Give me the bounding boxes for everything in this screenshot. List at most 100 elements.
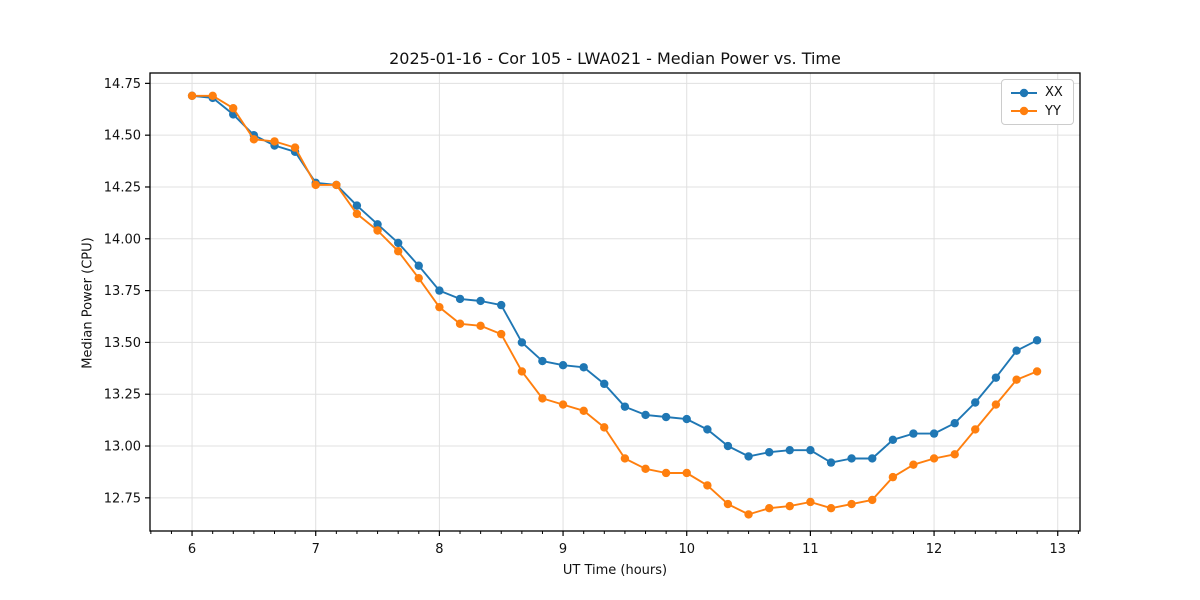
data-point-yy (373, 226, 382, 235)
x-tick-label: 8 (435, 542, 443, 557)
y-tick-label: 13.00 (104, 440, 141, 455)
data-point-xx (723, 441, 733, 451)
data-point-yy (929, 454, 939, 463)
data-point-xx (352, 201, 362, 210)
data-point-yy (703, 481, 712, 490)
data-point-yy (558, 400, 568, 409)
data-point-yy (806, 497, 815, 507)
data-point-yy (826, 504, 836, 513)
y-tick-label: 14.50 (104, 129, 141, 144)
data-point-yy (847, 499, 856, 509)
data-point-xx (909, 429, 918, 438)
series-line-xx (191, 94, 1038, 464)
data-point-yy (290, 143, 300, 152)
data-point-xx (682, 414, 691, 424)
data-point-xx (414, 261, 423, 270)
x-tick-label: 10 (678, 542, 695, 557)
data-point-yy (868, 495, 877, 505)
y-tick-label: 13.75 (104, 284, 141, 299)
data-point-yy (538, 394, 547, 403)
data-point-xx (538, 356, 547, 366)
x-tick-label: 7 (312, 542, 320, 557)
data-point-xx (1012, 346, 1021, 355)
data-point-xx (497, 300, 506, 310)
data-point-xx (888, 435, 898, 445)
data-point-yy (641, 464, 650, 474)
data-point-xx (517, 338, 527, 347)
y-tick-label: 13.50 (104, 336, 141, 351)
data-point-yy (971, 425, 980, 434)
data-point-yy (435, 302, 444, 312)
data-point-xx (661, 412, 671, 422)
data-point-yy (600, 423, 609, 432)
x-tick-label: 6 (188, 542, 196, 557)
data-point-yy (950, 450, 959, 459)
x-tick-label: 9 (559, 542, 567, 557)
series-line-yy (192, 94, 1038, 516)
data-point-xx (455, 294, 465, 304)
data-point-yy (765, 504, 774, 513)
data-point-xx (868, 454, 877, 463)
y-tick-label: 12.75 (104, 491, 141, 506)
y-tick-label: 13.25 (104, 388, 141, 403)
data-point-xx (703, 425, 712, 434)
data-point-xx (1032, 336, 1042, 345)
data-point-yy (414, 273, 423, 283)
data-point-yy (661, 468, 671, 478)
data-point-yy (497, 329, 506, 339)
data-point-xx (558, 361, 568, 370)
data-point-yy (909, 460, 918, 469)
y-tick-label: 14.25 (104, 180, 141, 195)
data-point-xx (806, 445, 815, 455)
data-point-yy (1032, 367, 1042, 376)
data-point-xx (435, 286, 444, 295)
legend-item-xx: XX (1010, 85, 1063, 101)
data-point-yy (249, 135, 259, 144)
data-point-yy (785, 501, 794, 511)
data-point-xx (620, 402, 630, 411)
data-point-xx (971, 398, 980, 407)
data-point-yy (455, 319, 465, 328)
data-point-xx (600, 379, 609, 389)
data-point-yy (579, 406, 588, 416)
data-point-yy (311, 180, 320, 190)
x-tick-label: 11 (802, 542, 819, 557)
data-point-yy (476, 321, 485, 331)
legend-label-yy: YY (1045, 103, 1061, 119)
data-point-xx (765, 448, 774, 457)
legend: XX YY (1001, 79, 1074, 126)
data-point-xx (950, 419, 959, 428)
legend-marker-yy-icon (1011, 107, 1037, 116)
data-point-yy (352, 209, 362, 219)
legend-label-xx: XX (1045, 85, 1063, 100)
data-point-xx (641, 410, 650, 420)
data-point-yy (208, 91, 217, 100)
data-point-yy (394, 247, 403, 256)
data-point-xx (929, 429, 939, 438)
data-point-xx (826, 458, 836, 467)
legend-item-yy: YY (1010, 104, 1063, 120)
data-point-yy (187, 91, 197, 100)
data-point-yy (744, 510, 753, 519)
x-tick-label: 12 (926, 542, 943, 557)
data-point-xx (373, 220, 382, 229)
x-tick-label: 13 (1049, 542, 1066, 557)
data-point-xx (847, 454, 856, 463)
legend-marker-xx-icon (1011, 88, 1037, 97)
data-point-yy (723, 499, 733, 509)
y-tick-label: 14.75 (104, 77, 141, 92)
data-point-yy (991, 400, 1001, 409)
data-point-xx (744, 452, 753, 461)
data-point-yy (682, 468, 691, 478)
data-point-yy (517, 367, 527, 376)
data-point-xx (579, 363, 588, 372)
y-axis-label: Median Power (CPU) (80, 237, 96, 369)
data-point-xx (785, 445, 794, 455)
data-point-yy (620, 454, 630, 463)
y-tick-label: 14.00 (104, 232, 141, 247)
chart-title: 2025-01-16 - Cor 105 - LWA021 - Median P… (389, 49, 841, 68)
data-point-yy (332, 180, 341, 190)
x-axis-label: UT Time (hours) (562, 563, 668, 578)
